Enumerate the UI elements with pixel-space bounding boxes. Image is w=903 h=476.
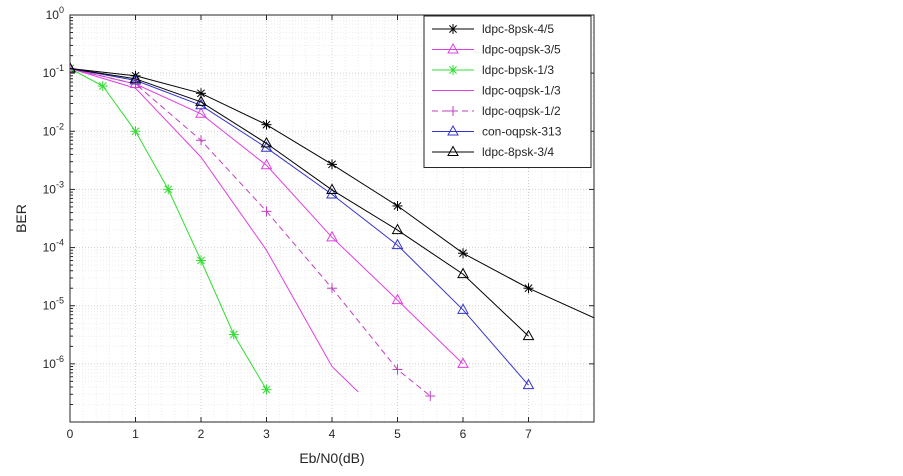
- data-point: [457, 303, 469, 314]
- data-point: [326, 183, 338, 194]
- data-point: [196, 255, 206, 266]
- legend-entry: ldpc-bpsk-1/3: [432, 63, 554, 77]
- data-point: [130, 126, 141, 137]
- y-tick-label: 10-6: [43, 354, 64, 371]
- series-line: [70, 68, 267, 390]
- y-tick-label: 10-2: [43, 121, 64, 138]
- data-point: [261, 119, 272, 130]
- data-point: [326, 230, 338, 242]
- data-point: [327, 159, 337, 170]
- series-ldpc-bpsk-1/3: [70, 63, 272, 395]
- data-point: [392, 200, 403, 211]
- legend-entry: ldpc-oqpsk-3/5: [432, 43, 561, 57]
- data-point: [523, 283, 534, 294]
- legend: ldpc-8psk-4/5 ldpc-oqpsk-3/5 ldpc-bpsk-1/3…: [423, 15, 592, 168]
- x-tick-label: 0: [67, 427, 74, 441]
- data-point: [70, 62, 76, 73]
- legend-label: ldpc-8psk-4/5: [482, 22, 554, 36]
- data-point: [327, 283, 337, 294]
- y-tick-label: 10-4: [43, 238, 64, 255]
- x-tick-label: 4: [329, 427, 336, 441]
- series-ldpc-8psk-3/4: [70, 62, 535, 341]
- x-tick-label: 1: [132, 427, 139, 441]
- x-tick-label: 5: [394, 427, 401, 441]
- data-point: [260, 158, 273, 170]
- data-point: [425, 391, 436, 402]
- data-point: [163, 184, 174, 195]
- y-tick-label: 10-5: [43, 296, 64, 313]
- series-line: [70, 68, 529, 386]
- legend-marker: [448, 24, 458, 34]
- data-point: [129, 72, 142, 83]
- axes-ticks: 0 1 2 3 4 5 6 7 100 10-1 10-2 10-3 10-4 10-5 10-6: [43, 5, 594, 441]
- data-point: [195, 95, 207, 106]
- y-tick-label: 10-3: [43, 179, 64, 196]
- data-point: [457, 267, 469, 279]
- x-tick-label: 2: [198, 427, 205, 441]
- data-point: [261, 206, 272, 217]
- data-point: [457, 357, 469, 368]
- y-axis-label: BER: [13, 204, 29, 233]
- series-line: [70, 68, 529, 337]
- x-tick-label: 3: [263, 427, 270, 441]
- data-point: [522, 378, 535, 390]
- data-point: [196, 135, 206, 146]
- series-line: [70, 68, 431, 397]
- series-group: [70, 62, 594, 402]
- legend-marker: [447, 42, 459, 54]
- legend-marker: [447, 145, 459, 156]
- data-point: [391, 293, 404, 305]
- data-point: [261, 384, 272, 395]
- legend-box: [423, 15, 592, 168]
- legend-entry: ldpc-8psk-3/4: [432, 145, 554, 159]
- series-line: [70, 68, 359, 393]
- legend-label: ldpc-oqpsk-1/2: [482, 104, 561, 118]
- data-point: [97, 81, 108, 92]
- series-ldpc-oqpsk-1/3: [70, 68, 359, 393]
- legend-entry: ldpc-8psk-4/5: [432, 22, 554, 36]
- x-tick-label: 6: [460, 427, 467, 441]
- data-point: [195, 107, 207, 118]
- y-tick-label: 100: [46, 5, 64, 22]
- legend-label: ldpc-bpsk-1/3: [482, 63, 554, 77]
- legend-label: con-oqpsk-313: [482, 125, 562, 139]
- data-point: [260, 136, 273, 148]
- data-point: [392, 364, 403, 375]
- x-tick-label: 7: [525, 427, 532, 441]
- legend-label: ldpc-8psk-3/4: [482, 145, 554, 159]
- legend-label: ldpc-oqpsk-1/3: [482, 84, 561, 98]
- legend-entry: con-oqpsk-313: [432, 125, 562, 139]
- legend-marker: [448, 65, 458, 75]
- data-point: [228, 329, 239, 340]
- x-axis-label: Eb/N0(dB): [299, 450, 364, 466]
- data-point: [391, 238, 404, 250]
- y-tick-label: 10-1: [43, 63, 64, 80]
- legend-entry: ldpc-oqpsk-1/2: [432, 104, 561, 118]
- legend-label: ldpc-oqpsk-3/5: [482, 43, 561, 57]
- legend-marker: [447, 124, 459, 136]
- data-point: [458, 248, 468, 259]
- legend-entry: ldpc-oqpsk-1/3: [432, 84, 561, 98]
- data-point: [196, 88, 206, 99]
- data-point: [391, 223, 404, 235]
- data-point: [195, 98, 207, 110]
- legend-marker: [448, 106, 458, 116]
- data-point: [522, 329, 535, 341]
- grid: [70, 15, 594, 422]
